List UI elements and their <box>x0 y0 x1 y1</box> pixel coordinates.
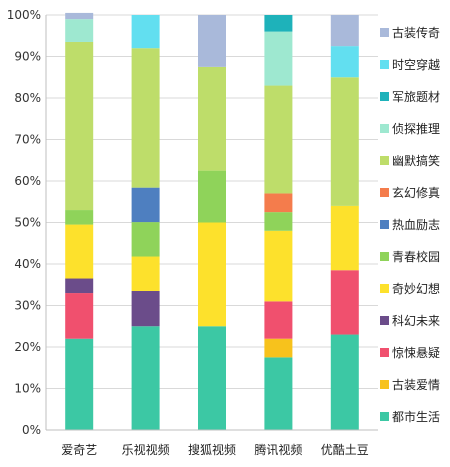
y-tick-label: 40% <box>14 257 41 271</box>
x-category-label: 腾讯视频 <box>254 442 302 457</box>
bar-segment <box>65 278 94 294</box>
legend-label: 青春校园 <box>392 249 440 264</box>
legend-swatch <box>380 156 389 165</box>
legend-swatch <box>380 28 389 37</box>
legend-label: 热血励志 <box>392 218 440 232</box>
bar-segment <box>330 334 359 430</box>
legend-swatch <box>380 220 389 229</box>
bar-segment <box>65 210 94 225</box>
bar-segment <box>264 31 293 86</box>
bar-segment <box>330 270 359 335</box>
legend: 古装传奇时空穿越军旅题材侦探推理幽默搞笑玄幻修真热血励志青春校园奇妙幻想科幻未来… <box>380 25 440 424</box>
bar-segment <box>65 293 94 339</box>
bar-segment <box>198 15 226 67</box>
bar-segment <box>264 85 293 194</box>
bar-segment <box>264 230 293 302</box>
legend-label: 时空穿越 <box>392 57 440 72</box>
bar-segment <box>131 290 160 327</box>
legend-label: 军旅题材 <box>392 90 440 104</box>
legend-swatch <box>380 124 389 133</box>
legend-label: 幽默搞笑 <box>392 153 440 168</box>
bars <box>65 12 359 430</box>
bar-segment <box>131 326 160 430</box>
legend-swatch <box>380 348 389 357</box>
y-tick-label: 100% <box>7 8 41 22</box>
bar-segment <box>198 170 226 223</box>
bar-segment <box>65 338 94 430</box>
legend-swatch <box>380 284 389 293</box>
bar-segment <box>330 15 359 47</box>
bar-segment <box>198 222 226 327</box>
legend-label: 奇妙幻想 <box>392 281 440 296</box>
legend-label: 侦探推理 <box>392 122 440 136</box>
legend-swatch <box>380 60 389 69</box>
legend-label: 科幻未来 <box>392 314 440 328</box>
y-tick-label: 10% <box>14 382 41 396</box>
y-tick-label: 90% <box>14 50 41 64</box>
bar-segment <box>198 326 226 430</box>
legend-label: 惊悚悬疑 <box>392 345 440 360</box>
x-category-label: 乐视视频 <box>122 442 170 457</box>
bar-segment <box>264 15 293 32</box>
bar-segment <box>131 256 160 291</box>
legend-label: 古装传奇 <box>392 25 440 40</box>
bar-segment <box>330 46 359 78</box>
bar-segment <box>65 41 94 211</box>
axes <box>45 15 378 431</box>
bar-segment <box>330 77 359 206</box>
bar-segment <box>131 15 160 49</box>
bar-segment <box>65 12 94 20</box>
legend-label: 都市生活 <box>392 409 440 424</box>
x-category-label: 爱奇艺 <box>61 443 97 457</box>
bar-segment <box>65 224 94 279</box>
legend-swatch <box>380 188 389 197</box>
y-axis-ticks: 0% 10% 20% 30% 40% 50% 60% 70% 80% 90% 100% <box>7 8 41 437</box>
bar-segment <box>264 212 293 231</box>
legend-swatch <box>380 252 389 261</box>
x-axis-categories: 爱奇艺 乐视视频 搜狐视频 腾讯视频 优酷土豆 <box>61 442 369 457</box>
legend-swatch <box>380 316 389 325</box>
legend-swatch <box>380 380 389 389</box>
bar-segment <box>264 193 293 213</box>
legend-label: 玄幻修真 <box>392 185 440 200</box>
bar-segment <box>264 357 293 430</box>
bar-segment <box>198 66 226 171</box>
y-tick-label: 50% <box>14 216 41 230</box>
y-tick-label: 80% <box>14 91 41 105</box>
bar-segment <box>131 222 160 257</box>
y-tick-label: 0% <box>22 423 41 437</box>
x-category-label: 优酷土豆 <box>321 443 369 457</box>
bar-segment <box>264 338 293 358</box>
legend-swatch <box>380 412 389 421</box>
bar-segment <box>131 187 160 223</box>
bar-segment <box>65 19 94 42</box>
legend-swatch <box>380 92 389 101</box>
y-tick-label: 60% <box>14 174 41 188</box>
y-tick-label: 20% <box>14 340 41 354</box>
bar-segment <box>330 205 359 271</box>
y-tick-label: 30% <box>14 299 41 313</box>
x-category-label: 搜狐视频 <box>188 442 236 457</box>
bar-segment <box>264 301 293 339</box>
legend-label: 古装爱情 <box>392 377 440 392</box>
y-tick-label: 70% <box>14 133 41 147</box>
bar-segment <box>131 48 160 188</box>
